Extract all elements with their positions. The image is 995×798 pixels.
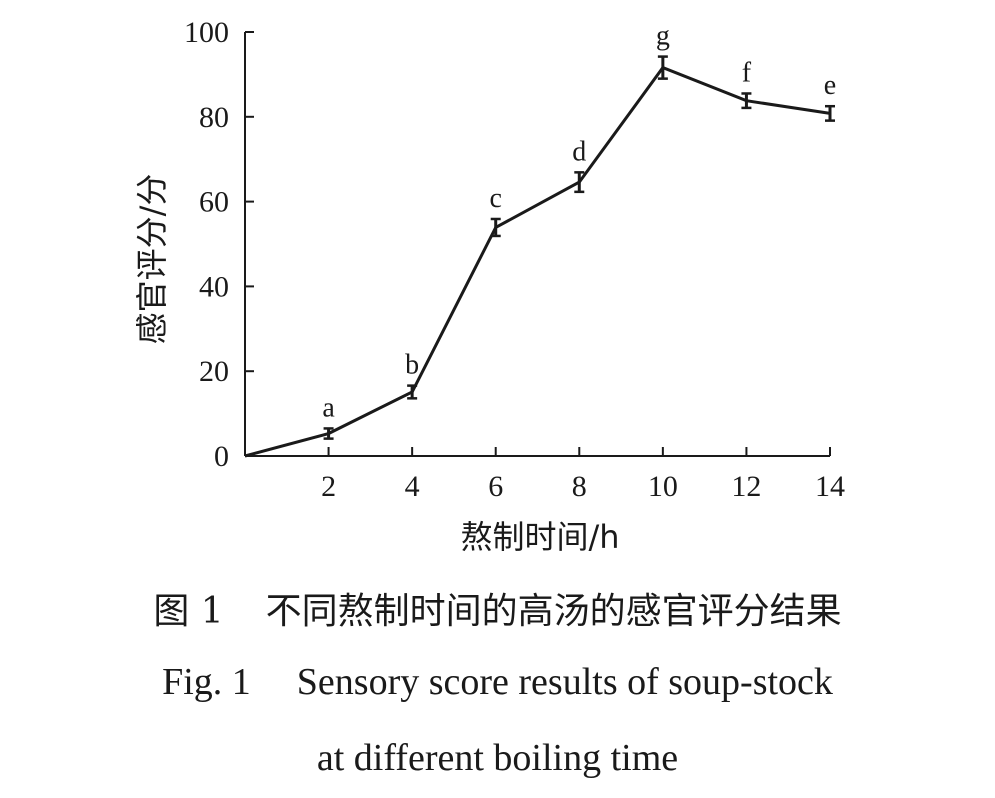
significance-label: d xyxy=(572,136,586,167)
significance-label: g xyxy=(656,21,670,52)
figure-number-en: Fig. 1 xyxy=(162,661,251,703)
line-chart: 0 20 40 60 80 100 2 4 6 8 10 12 14 a b c d g f e 熬制时间/h 感官… xyxy=(133,16,845,556)
figure-title-en-line-2: at different boiling time xyxy=(316,737,679,779)
x-tick-label: 12 xyxy=(731,470,761,503)
y-axis-label: 感官评分/分 xyxy=(133,174,171,345)
figure-title-cn: 不同熬制时间的高汤的感官评分结果 xyxy=(265,591,842,632)
error-bar xyxy=(741,92,752,110)
y-tick-label: 0 xyxy=(214,440,229,473)
figure-caption-chinese: 图 1 不同熬制时间的高汤的感官评分结果 xyxy=(0,582,995,634)
figure-caption-english-line-1: Fig. 1 Sensory score results of soup-stoc… xyxy=(0,660,995,704)
y-tick-label: 80 xyxy=(199,101,229,134)
y-tick-label: 60 xyxy=(199,186,229,219)
error-bar xyxy=(323,427,334,440)
figure-caption-english-line-2: at different boiling time xyxy=(0,736,995,780)
figure-title-en-line-1: Sensory score results of soup-stock xyxy=(296,661,833,703)
figure-number-cn: 图 1 xyxy=(153,591,224,632)
x-tick-label: 8 xyxy=(572,470,587,503)
x-tick-label: 4 xyxy=(405,470,420,503)
significance-label: f xyxy=(742,57,752,88)
y-tick-label: 100 xyxy=(184,16,229,49)
x-tick-label: 6 xyxy=(488,470,503,503)
x-tick-label: 10 xyxy=(648,470,678,503)
series-line xyxy=(244,65,831,458)
chart-axes: 0 20 40 60 80 100 2 4 6 8 10 12 14 xyxy=(184,16,845,503)
significance-label: e xyxy=(824,70,836,101)
error-bar xyxy=(490,217,501,238)
x-axis-label: 熬制时间/h xyxy=(460,518,619,556)
x-tick-label: 2 xyxy=(321,470,336,503)
significance-label: b xyxy=(405,350,419,381)
significance-label: a xyxy=(322,392,335,423)
error-bar xyxy=(825,104,835,122)
chart-marks: a b c d g f e xyxy=(244,21,836,458)
x-tick-label: 14 xyxy=(815,470,845,503)
y-tick-label: 20 xyxy=(199,355,229,388)
error-bar xyxy=(407,384,418,400)
error-bar xyxy=(657,55,668,80)
y-tick-label: 40 xyxy=(199,270,229,303)
significance-label: c xyxy=(489,183,501,214)
error-bar xyxy=(574,171,585,194)
